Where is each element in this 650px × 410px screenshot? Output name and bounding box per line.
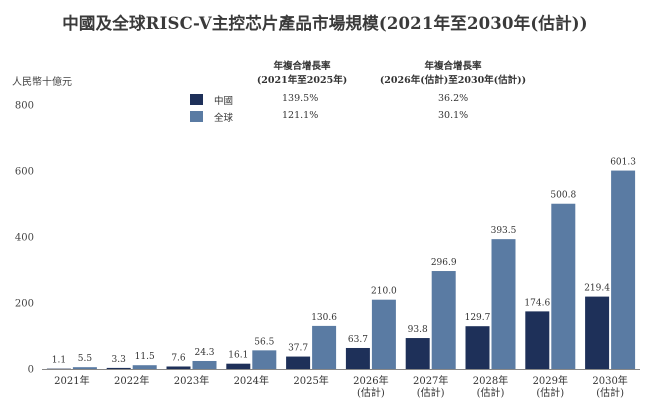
data-label-global-1: 11.5	[135, 352, 155, 362]
bar-china-6	[405, 338, 430, 369]
bar-global-3	[252, 350, 277, 369]
bar-china-4	[286, 356, 311, 369]
data-label-global-5: 210.0	[371, 287, 397, 297]
x-tick-label-4: 2025年	[293, 374, 328, 387]
data-label-global-8: 500.8	[550, 191, 576, 201]
legend-label-china: 中國	[214, 96, 234, 107]
cagr-header-1-title: 年複合增長率	[273, 61, 331, 72]
cagr-china-2021-2025: 139.5%	[282, 93, 319, 104]
data-label-global-2: 24.3	[194, 348, 214, 358]
x-tick-label-0: 2021年	[54, 374, 89, 387]
data-label-china-6: 93.8	[408, 325, 428, 335]
data-label-china-9: 219.4	[584, 284, 610, 294]
x-tick-label-7: 2028年	[473, 374, 508, 387]
bar-global-2	[192, 360, 217, 369]
data-label-global-9: 601.3	[610, 158, 636, 168]
legend-row-china: 中國 139.5% 36.2%	[190, 93, 490, 107]
legend-swatch-global	[190, 111, 203, 122]
bar-global-6	[431, 271, 456, 369]
cagr-header-2026-2030: 年複合增長率 (2026年(估計)至2030年(估計))	[348, 60, 558, 88]
bar-global-1	[132, 365, 157, 369]
x-tick-label-9-sub: (估計)	[596, 386, 624, 399]
data-label-china-0: 1.1	[52, 356, 66, 366]
cagr-header-2-title: 年複合增長率	[424, 61, 482, 72]
bar-china-2	[166, 366, 191, 369]
x-tick-label-8-sub: (估計)	[536, 386, 564, 399]
x-tick-label-8: 2029年	[533, 374, 568, 387]
legend-swatch-china	[190, 94, 203, 105]
y-tick-label-4: 800	[15, 101, 34, 112]
bar-global-5	[371, 299, 396, 369]
x-tick-label-1: 2022年	[114, 374, 149, 387]
data-label-china-2: 7.6	[171, 353, 186, 363]
data-label-global-3: 56.5	[254, 337, 274, 347]
bar-global-8	[551, 203, 576, 369]
data-label-china-7: 129.7	[465, 313, 491, 323]
x-tick-label-7-sub: (估計)	[477, 386, 505, 399]
bar-china-8	[525, 311, 550, 369]
data-label-china-3: 16.1	[228, 351, 248, 361]
bar-global-0	[72, 367, 97, 369]
bar-china-1	[106, 367, 131, 369]
y-tick-label-1: 200	[15, 299, 34, 310]
x-tick-label-5: 2026年	[353, 374, 388, 387]
data-label-global-0: 5.5	[78, 354, 93, 364]
cagr-header-2021-2025: 年複合增長率 (2021年至2025年)	[232, 60, 372, 88]
bar-china-7	[465, 326, 490, 369]
data-label-china-1: 3.3	[112, 355, 127, 365]
cagr-global-2026-2030: 30.1%	[438, 110, 469, 121]
y-tick-label-2: 400	[15, 233, 34, 244]
bar-global-4	[312, 325, 337, 369]
legend-label-global: 全球	[214, 113, 234, 124]
x-tick-label-2: 2023年	[174, 374, 209, 387]
cagr-global-2021-2025: 121.1%	[282, 110, 319, 121]
x-tick-label-6: 2027年	[413, 374, 448, 387]
y-axis-unit-label: 人民幣十億元	[12, 77, 72, 88]
cagr-header-1-period: (2021年至2025年)	[256, 75, 348, 86]
data-label-global-6: 296.9	[431, 258, 457, 268]
bar-global-7	[491, 239, 516, 369]
y-tick-label-3: 600	[15, 167, 34, 178]
cagr-china-2026-2030: 36.2%	[438, 93, 469, 104]
x-tick-label-3: 2024年	[234, 374, 269, 387]
legend-row-global: 全球 121.1% 30.1%	[190, 110, 490, 124]
data-label-china-4: 37.7	[288, 344, 308, 354]
bar-global-9	[611, 170, 636, 369]
data-label-china-8: 174.6	[524, 298, 550, 308]
cagr-header-2-period: (2026年(估計)至2030年(估計))	[379, 75, 527, 86]
bar-china-9	[585, 296, 610, 369]
bar-china-5	[345, 347, 370, 369]
x-tick-label-5-sub: (估計)	[357, 386, 385, 399]
bar-china-3	[226, 363, 251, 369]
data-label-global-4: 130.6	[311, 313, 337, 323]
x-tick-label-6-sub: (估計)	[417, 386, 445, 399]
x-tick-label-9: 2030年	[592, 374, 627, 387]
data-label-china-5: 63.7	[348, 335, 368, 345]
data-label-global-7: 393.5	[491, 226, 517, 236]
chart-title: 中國及全球RISC-V主控芯片產品市場規模(2021年至2030年(估計))	[62, 14, 588, 33]
y-tick-label-0: 0	[28, 365, 34, 376]
